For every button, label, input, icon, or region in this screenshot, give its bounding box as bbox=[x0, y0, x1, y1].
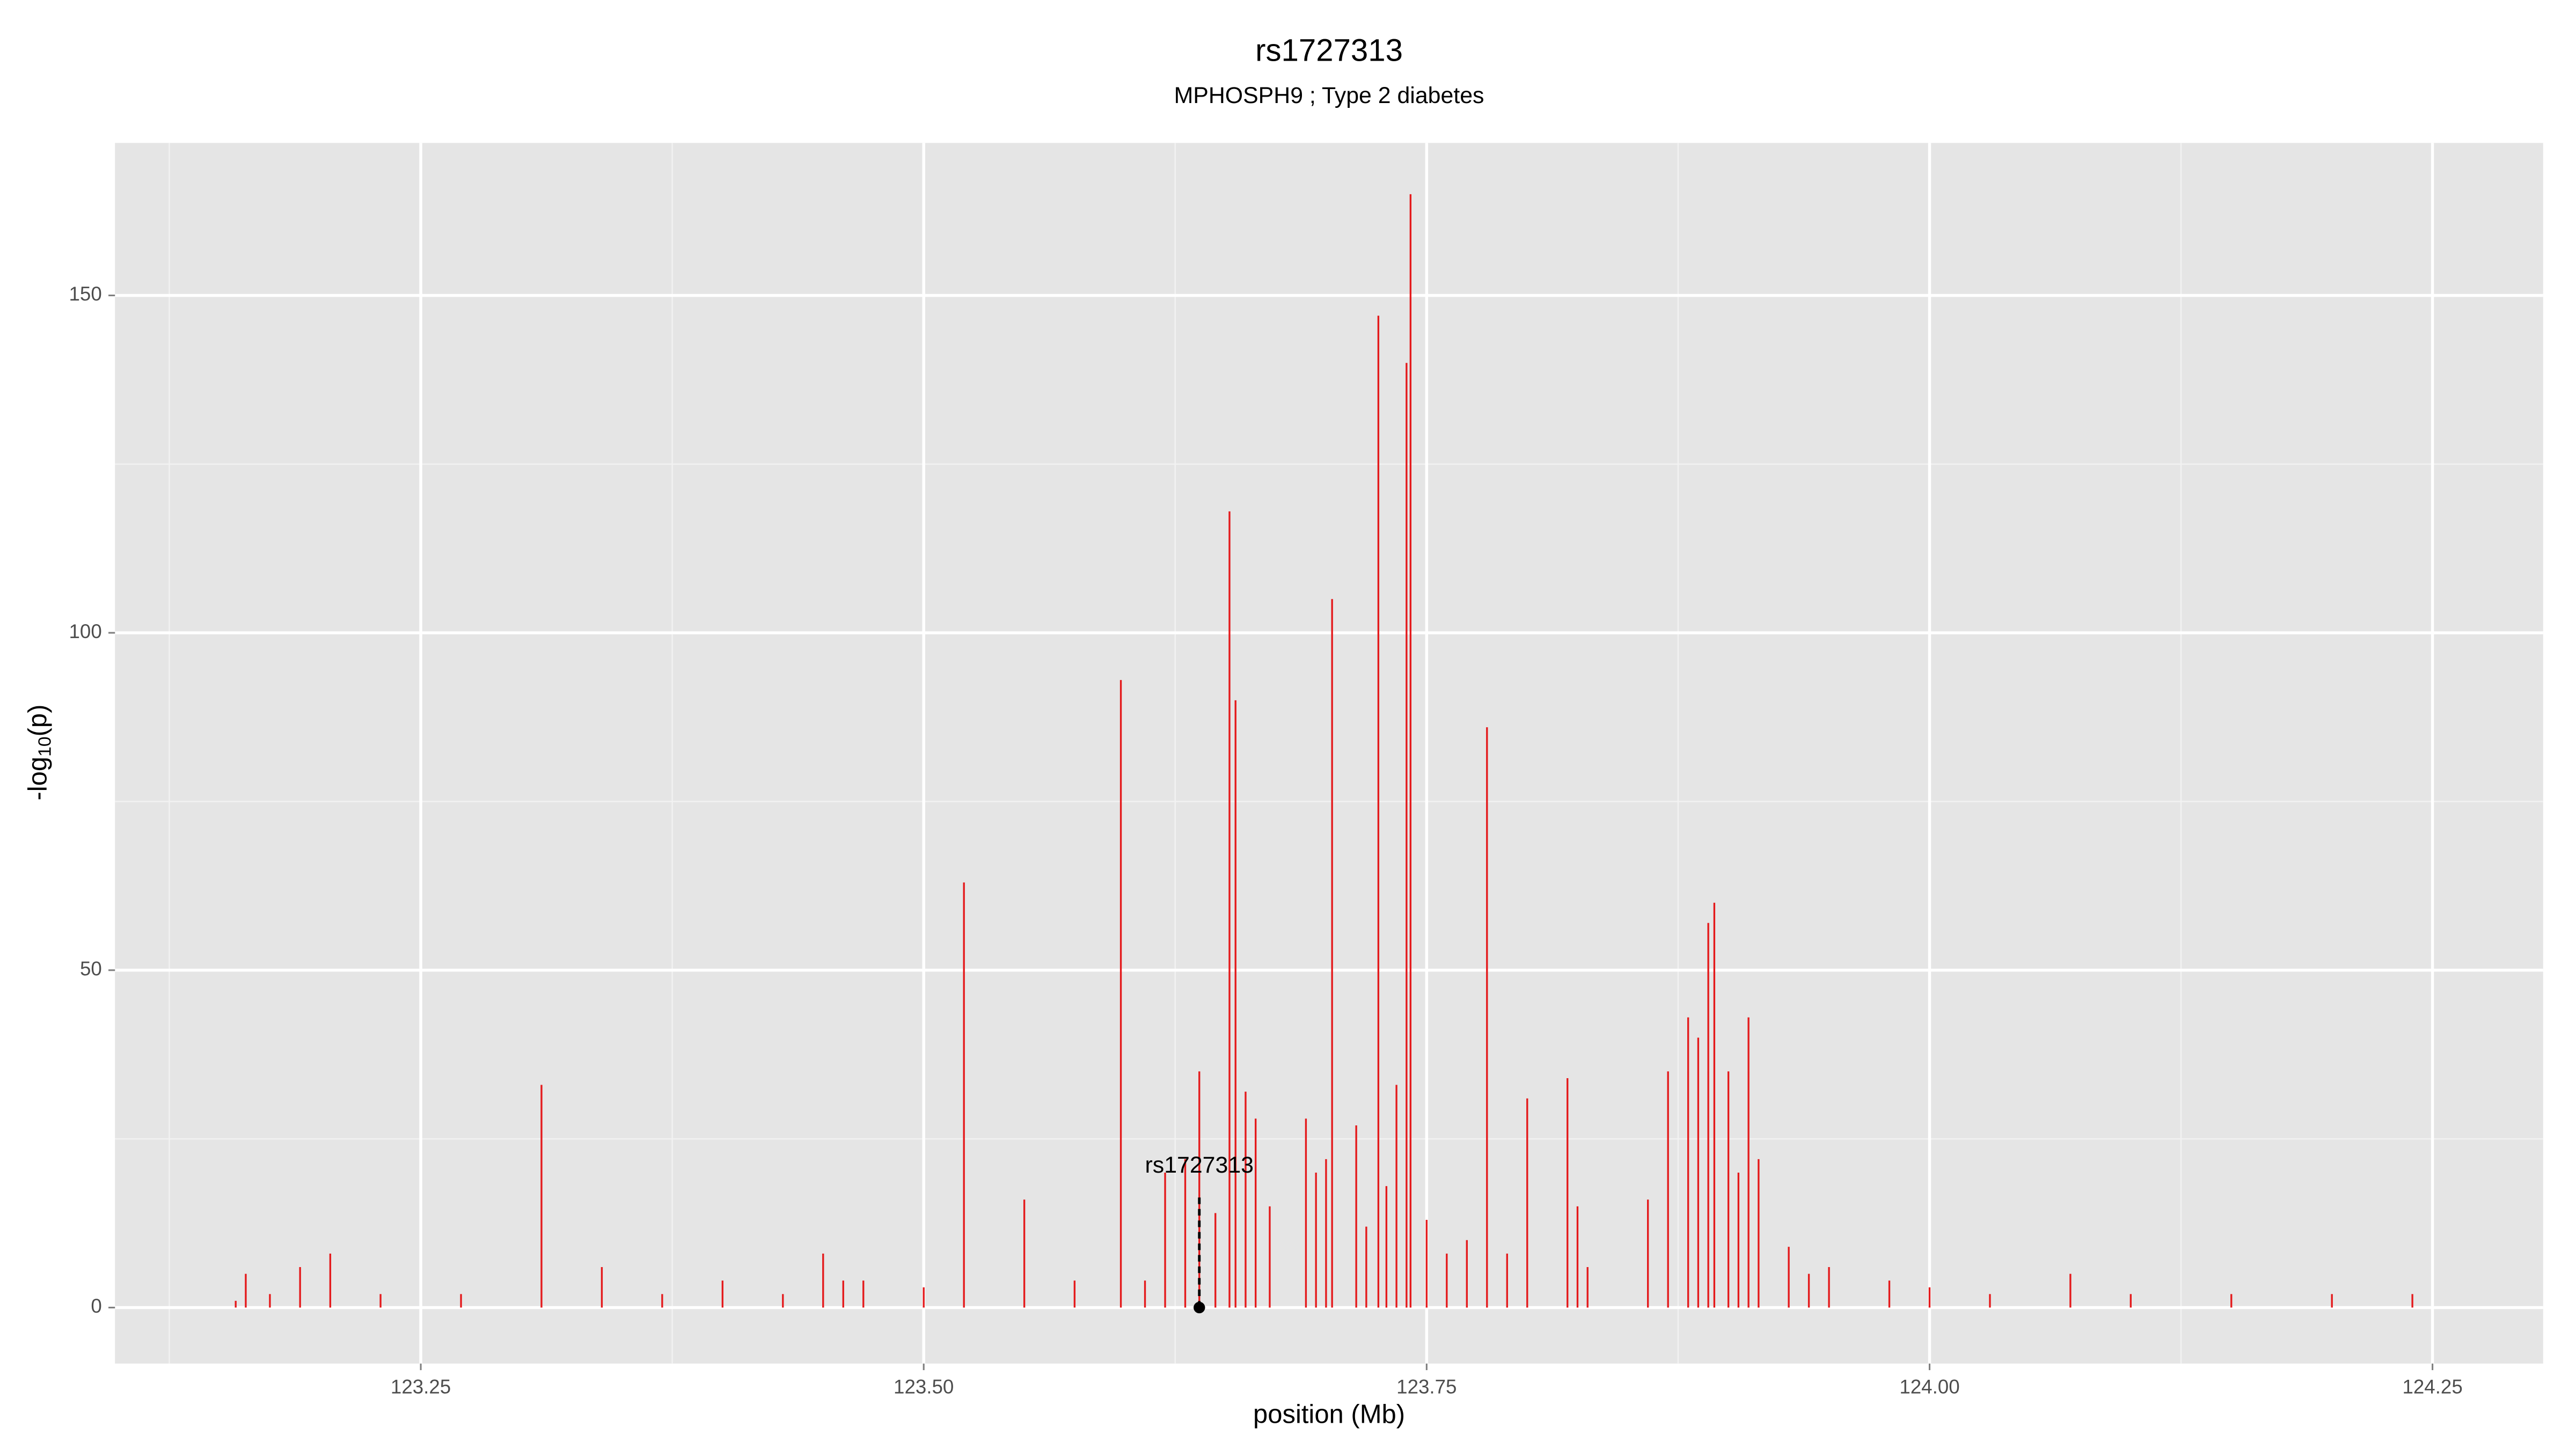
marks: rs1727313 bbox=[235, 194, 2413, 1314]
x-tick-label: 123.25 bbox=[391, 1375, 451, 1397]
annotation-label: rs1727313 bbox=[1145, 1152, 1254, 1178]
x-axis-label: position (Mb) bbox=[1253, 1400, 1405, 1429]
chart-title: rs1727313 bbox=[1255, 33, 1403, 68]
y-label-subscript: 10 bbox=[35, 736, 55, 756]
y-tick-label: 0 bbox=[91, 1295, 101, 1317]
plot-background bbox=[115, 143, 2543, 1364]
x-tick-label: 124.25 bbox=[2402, 1375, 2462, 1397]
y-label-part: (p) bbox=[23, 705, 52, 737]
y-axis-label: -log10(p) bbox=[23, 705, 55, 801]
x-tick-label: 124.00 bbox=[1899, 1375, 1959, 1397]
x-tick-label: 123.50 bbox=[894, 1375, 954, 1397]
grid: 123.25 123.50 123.75 124.00 124.25 0 50 100 150 bbox=[69, 143, 2543, 1397]
annotation-point bbox=[1194, 1301, 1205, 1314]
chart-subtitle: MPHOSPH9 ; Type 2 diabetes bbox=[1174, 83, 1484, 108]
y-tick-label: 50 bbox=[80, 958, 102, 980]
y-label-part: -log bbox=[23, 757, 52, 801]
y-tick-label: 150 bbox=[69, 283, 102, 305]
y-tick-label: 100 bbox=[69, 620, 102, 642]
x-tick-label: 123.75 bbox=[1396, 1375, 1457, 1397]
